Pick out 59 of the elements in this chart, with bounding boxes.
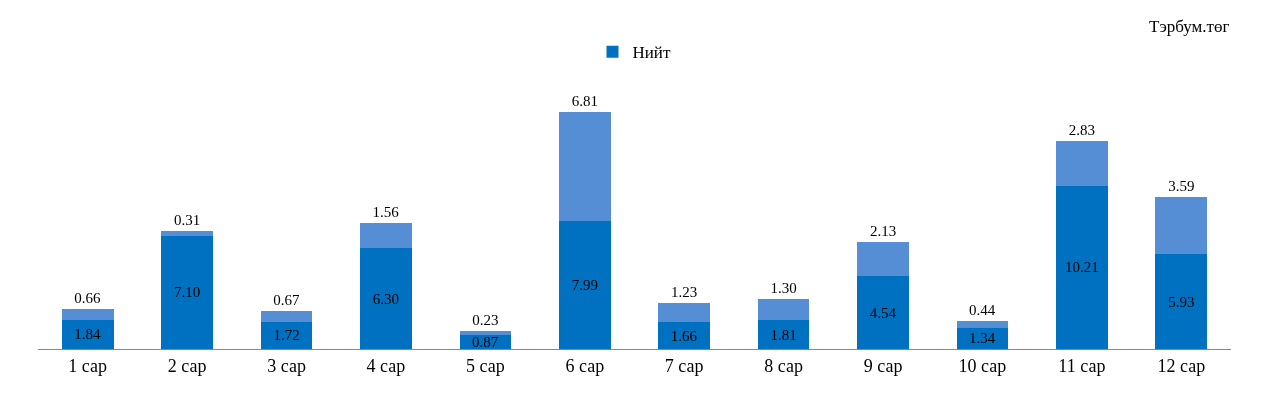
x-tick-label: 10 сар	[958, 355, 1007, 376]
data-label: 6.81	[571, 93, 598, 110]
bar	[360, 223, 412, 249]
data-label: 6.30	[372, 290, 400, 307]
data-label: 1.34	[969, 330, 996, 347]
bar	[360, 248, 412, 349]
bar	[956, 320, 1009, 328]
bar	[161, 235, 213, 349]
bar	[1155, 254, 1208, 349]
bar	[558, 112, 611, 222]
x-tick-label: 7 сар	[664, 355, 704, 376]
data-label: 0.23	[472, 312, 499, 329]
x-tick-label: 5 сар	[466, 355, 505, 376]
data-label: 5.93	[1168, 293, 1195, 310]
x-tick-label: 2 сар	[167, 355, 207, 376]
bar	[658, 322, 711, 349]
data-label: 1.72	[273, 327, 300, 344]
x-tick-label: 3 сар	[267, 355, 306, 376]
x-tick-label: 6 сар	[565, 355, 605, 376]
data-label: 7.10	[174, 284, 201, 301]
x-tick-label: 12 сар	[1157, 355, 1206, 376]
data-label: 0.31	[174, 211, 201, 228]
x-tick-label: 9 сар	[863, 355, 903, 376]
bar	[757, 320, 810, 349]
bar	[1155, 196, 1208, 255]
data-label: 3.59	[1168, 177, 1195, 194]
bar	[757, 299, 810, 321]
data-label: 2.13	[869, 223, 897, 240]
bar	[1056, 185, 1108, 349]
data-label: 7.99	[571, 277, 598, 294]
data-label: 10.21	[1065, 259, 1099, 276]
data-label: 4.54	[869, 304, 897, 321]
data-label: 0.44	[969, 301, 996, 318]
bar	[459, 331, 512, 336]
data-label: 0.67	[273, 291, 300, 308]
data-label: 1.30	[770, 280, 797, 297]
data-label: 1.23	[671, 283, 698, 300]
x-tick-label: 8 сар	[764, 355, 803, 376]
bar	[161, 230, 213, 236]
x-tick-label: 4 сар	[366, 355, 406, 376]
x-tick-label: 11 сар	[1058, 355, 1106, 376]
data-label: 1.56	[372, 204, 400, 221]
bar	[558, 221, 611, 349]
bar	[857, 242, 909, 277]
x-tick-label: 1 сар	[68, 355, 108, 376]
data-label: 1.66	[670, 327, 698, 344]
data-label: 1.84	[74, 326, 102, 343]
text: Тэрбум.төг	[1149, 17, 1230, 36]
data-label: 0.87	[472, 334, 499, 351]
bar	[61, 309, 114, 320]
data-label: 2.83	[1068, 121, 1095, 138]
bar	[1056, 140, 1108, 186]
bar	[61, 319, 114, 349]
legend-label: Нийт	[632, 43, 671, 63]
data-label: 0.66	[74, 290, 102, 307]
bar	[857, 276, 909, 349]
bar	[658, 302, 711, 323]
bar	[260, 310, 313, 322]
data-label: 1.81	[770, 326, 797, 343]
